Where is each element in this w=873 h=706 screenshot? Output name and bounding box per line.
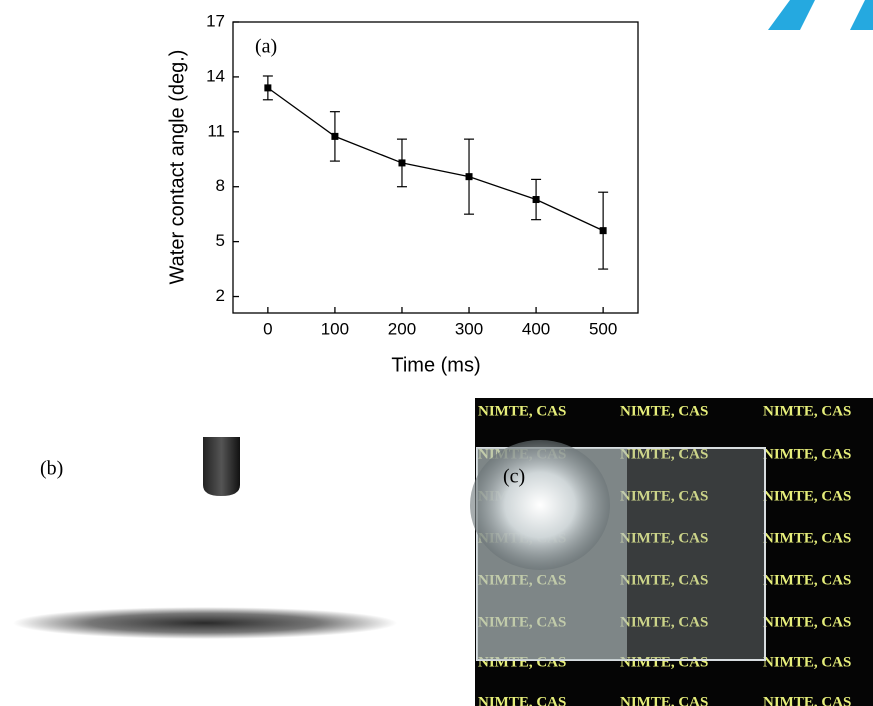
- panel-c: NIMTE, CAS NIMTE, CAS NIMTE, CAS NIMTE, CAS…: [470, 398, 873, 706]
- data-point: [599, 227, 607, 235]
- background-text: NIMTE, CAS: [763, 530, 851, 546]
- background-text: NIMTE, CAS: [620, 446, 708, 462]
- x-tick-label: 100: [321, 319, 349, 338]
- x-tick-label: 500: [589, 319, 617, 338]
- data-point: [532, 196, 540, 204]
- x-tick-label: 300: [455, 319, 483, 338]
- panel-label: (b): [40, 458, 63, 480]
- background-text: NIMTE, CAS: [763, 403, 851, 419]
- background-text: NIMTE, CAS: [763, 654, 851, 670]
- y-tick-label: 8: [216, 176, 225, 195]
- background-text: NIMTE, CAS: [478, 403, 566, 419]
- y-tick-label: 5: [216, 231, 225, 250]
- background-text: NIMTE, CAS: [763, 614, 851, 630]
- panel-b: (b): [13, 437, 397, 639]
- x-tick-label: 0: [263, 319, 272, 338]
- background-text: NIMTE, CAS: [478, 694, 566, 706]
- data-point: [331, 132, 339, 140]
- background-text: NIMTE, CAS: [620, 694, 708, 706]
- data-point: [264, 84, 272, 92]
- data-point: [398, 159, 406, 167]
- y-tick-label: 14: [206, 66, 225, 85]
- background-text: NIMTE, CAS: [763, 488, 851, 504]
- background-text: NIMTE, CAS: [763, 446, 851, 462]
- background-text: NIMTE, CAS: [620, 654, 708, 670]
- y-tick-label: 2: [216, 286, 225, 305]
- background-text: NIMTE, CAS: [620, 488, 708, 504]
- x-axis-label: Time (ms): [391, 354, 480, 376]
- x-tick-label: 400: [522, 319, 550, 338]
- background-text: NIMTE, CAS: [620, 403, 708, 419]
- background-text: NIMTE, CAS: [620, 614, 708, 630]
- background-text: NIMTE, CAS: [620, 530, 708, 546]
- y-tick-label: 17: [206, 11, 225, 30]
- panel-label: (c): [503, 466, 525, 488]
- y-axis-label: Water contact angle (deg.): [166, 50, 188, 285]
- needle: [203, 437, 240, 496]
- x-tick-label: 200: [388, 319, 416, 338]
- background-text: NIMTE, CAS: [763, 694, 851, 706]
- chart: (a) Time (ms) Water contact angle (deg.)…: [166, 11, 639, 376]
- decoration: [768, 0, 815, 30]
- background-text: NIMTE, CAS: [763, 572, 851, 588]
- y-tick-label: 11: [207, 121, 225, 140]
- decoration: [850, 0, 873, 30]
- panel-label: (a): [255, 36, 277, 58]
- glare: [470, 440, 610, 570]
- data-line: [267, 87, 604, 232]
- droplet-shadow: [13, 607, 397, 639]
- data-point: [465, 173, 473, 181]
- background-text: NIMTE, CAS: [620, 572, 708, 588]
- plot-frame: [232, 21, 639, 314]
